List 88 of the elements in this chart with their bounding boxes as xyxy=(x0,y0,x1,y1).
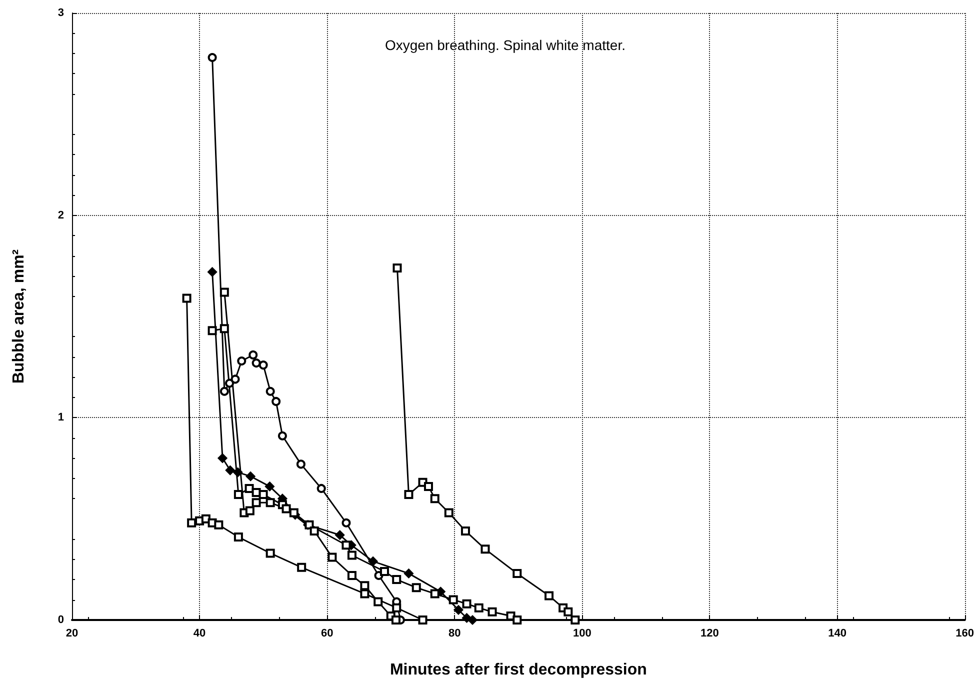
point xyxy=(392,603,402,612)
point xyxy=(233,468,243,478)
y-tick-label: 3 xyxy=(58,7,64,19)
point xyxy=(266,548,275,558)
point xyxy=(460,526,470,536)
point xyxy=(182,294,192,303)
point xyxy=(418,616,428,624)
point xyxy=(512,568,522,578)
x-tick-label: 60 xyxy=(320,628,334,640)
point xyxy=(412,583,421,592)
point xyxy=(234,490,243,500)
point xyxy=(218,453,228,463)
point xyxy=(282,504,291,514)
point xyxy=(335,530,345,540)
y-tick-label: 2 xyxy=(58,209,64,222)
point xyxy=(424,482,433,491)
point xyxy=(392,575,402,584)
point xyxy=(272,396,281,406)
point xyxy=(266,386,275,396)
point xyxy=(208,326,217,336)
point xyxy=(258,360,268,370)
point xyxy=(244,484,254,493)
point xyxy=(480,544,490,554)
point xyxy=(544,591,554,600)
point xyxy=(208,267,218,277)
point xyxy=(454,605,464,615)
point xyxy=(289,508,298,518)
point xyxy=(252,358,261,368)
point xyxy=(360,581,370,590)
point xyxy=(404,568,414,578)
point xyxy=(225,378,234,388)
point xyxy=(220,288,229,297)
point xyxy=(570,616,580,624)
point xyxy=(230,374,240,384)
x-tick-label: 160 xyxy=(956,628,974,640)
point xyxy=(246,472,256,482)
point xyxy=(430,589,440,598)
point xyxy=(297,562,306,572)
point xyxy=(474,603,484,612)
x-tick-label: 120 xyxy=(700,628,719,640)
point xyxy=(380,566,389,576)
y-axis-title: Bubble area, mm² xyxy=(10,249,28,384)
point xyxy=(214,520,224,530)
point xyxy=(220,324,229,334)
x-tick-label: 80 xyxy=(448,628,461,640)
point xyxy=(316,484,326,493)
point xyxy=(225,466,235,476)
point xyxy=(404,490,414,500)
x-tick-label: 20 xyxy=(66,628,78,640)
point xyxy=(208,53,217,62)
point xyxy=(245,506,254,516)
point xyxy=(512,616,522,624)
point xyxy=(468,615,478,625)
x-axis-title: Minutes after first decompression xyxy=(390,662,647,678)
point xyxy=(266,498,275,508)
point xyxy=(444,508,454,518)
point xyxy=(488,607,497,616)
annotation: Oxygen breathing. Spinal white matter. xyxy=(385,37,626,53)
x-tick-label: 40 xyxy=(193,628,206,640)
point xyxy=(448,595,458,604)
point xyxy=(347,550,356,560)
point xyxy=(374,597,383,606)
point xyxy=(342,518,351,528)
point xyxy=(564,607,573,616)
point xyxy=(347,570,356,580)
point xyxy=(296,460,306,469)
y-tick-label: 0 xyxy=(58,614,64,626)
point xyxy=(248,350,258,360)
point xyxy=(252,498,261,508)
point xyxy=(237,356,246,366)
y-tick-label: 1 xyxy=(58,412,64,424)
point xyxy=(430,494,440,504)
point xyxy=(187,518,196,528)
x-tick-label: 140 xyxy=(828,628,846,640)
point xyxy=(258,490,268,500)
point xyxy=(234,532,243,542)
point xyxy=(462,599,472,608)
point xyxy=(391,616,400,624)
point xyxy=(220,386,229,396)
point xyxy=(310,526,319,536)
point xyxy=(264,482,274,492)
x-tick-label: 100 xyxy=(573,628,592,640)
point xyxy=(368,556,378,566)
point xyxy=(360,589,370,598)
point xyxy=(342,540,351,550)
point xyxy=(328,552,337,562)
point xyxy=(278,431,287,440)
point xyxy=(392,263,402,272)
